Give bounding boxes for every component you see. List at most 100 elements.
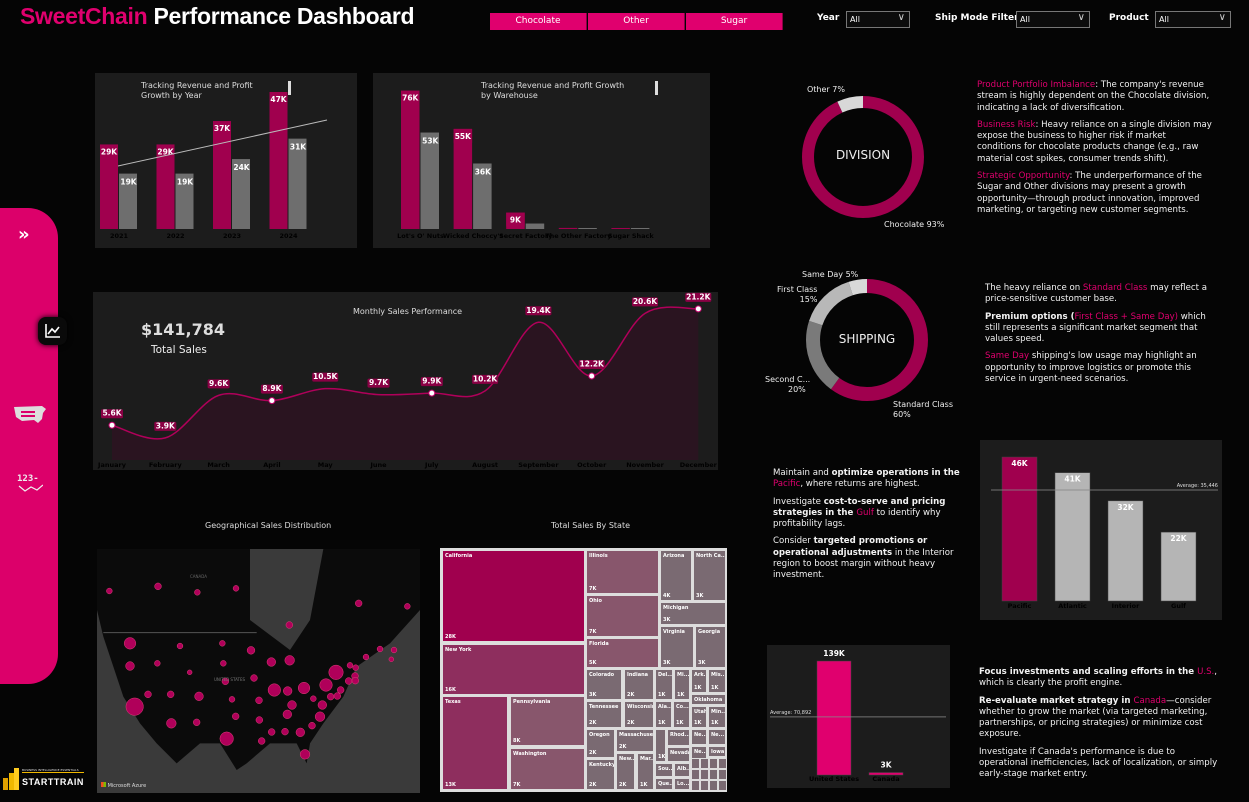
shipping-donut-label: SHIPPING [838,332,896,346]
treemap-tile[interactable]: Mar... 1K [637,753,654,790]
sales-bubble [187,669,193,675]
sidebar: » 123- [0,208,58,684]
sales-map[interactable]: CANADA UNITED STATES Microsoft Azure [97,549,420,793]
treemap-tile[interactable]: Que... [655,778,673,790]
ship-mode-filter-dropdown[interactable]: All ∨ [1016,11,1090,28]
treemap-tile[interactable]: Sou... [655,763,673,777]
treemap-tile-small[interactable] [700,758,709,769]
treemap-tile[interactable]: Michigan 3K [660,602,726,625]
treemap-tile[interactable]: Ne... [708,729,726,745]
treemap-tile[interactable]: Del... 1K [655,669,673,700]
treemap-tile[interactable]: 1K [655,729,666,762]
treemap-tile[interactable]: Pennsylvania 8K [510,696,585,746]
first-class-name: First Class [777,285,818,294]
treemap-tile[interactable]: Lo... [674,778,690,790]
product-filter-dropdown[interactable]: All ∨ [1155,11,1231,28]
treemap-tile[interactable]: Georgia 3K [695,626,726,668]
treemap-tile[interactable]: Alb... [674,763,690,777]
month-axis-label: March [207,461,230,469]
monthly-point [588,372,596,380]
treemap-tile[interactable]: Virginia 3K [660,626,694,668]
sales-bubble [345,677,353,685]
slicer-other[interactable]: Other [588,13,685,30]
treemap-tile[interactable]: Ark... 1K [691,669,707,693]
slicer-chocolate[interactable]: Chocolate [490,13,587,30]
warehouse-chart-slider-handle[interactable] [655,81,658,95]
treemap-tile-small[interactable] [700,769,709,780]
treemap-tile[interactable]: Kentucky 2K [586,759,615,790]
treemap-tile-small[interactable] [691,769,700,780]
treemap-tile[interactable]: Utah 1K [691,706,707,728]
treemap-tile[interactable]: Ala... 1K [655,701,672,728]
year-filter-dropdown[interactable]: All ∨ [846,11,910,28]
state-value: 2K [627,720,635,726]
insight-text: : The underperformance of the Sugar and … [977,171,1202,215]
treemap-tile-small[interactable] [718,769,727,780]
treemap-tile[interactable]: California 28K [442,550,585,642]
year-chart-slider-handle[interactable] [288,81,291,95]
title-rest: Performance Dashboard [147,3,415,29]
country-bar [816,660,852,776]
month-axis-label: May [318,461,334,469]
treemap-tile[interactable]: New... 2K [616,753,635,790]
insight-text: shipping's low usage may highlight an op… [985,351,1197,385]
treemap-tile[interactable]: Colorado 3K [586,669,622,700]
us-map-icon[interactable] [12,403,48,429]
month-axis-label: December [680,461,718,469]
data-label-bg [213,121,231,136]
treemap-tile-small[interactable] [691,780,700,791]
year-bar-revenue [156,144,175,229]
treemap-tile-small[interactable] [700,780,709,791]
treemap-tile[interactable]: Washington 7K [510,748,585,790]
treemap-tile[interactable]: Arizona 4K [660,550,692,601]
sales-bubble [219,640,226,647]
treemap-tile[interactable]: Rhod... [667,729,690,746]
year-profit-label: 19K [120,178,137,187]
state-value: 7K [513,782,521,788]
treemap-tile[interactable]: Co... 1K [673,701,690,728]
treemap-tile[interactable]: Oklahoma [691,694,726,705]
month-axis-label: November [626,461,664,469]
slicer-sugar[interactable]: Sugar [686,13,783,30]
treemap-tile[interactable]: Mi... 1K [674,669,690,700]
treemap-tile[interactable]: Oregon 2K [586,729,615,758]
treemap-tile[interactable]: Indiana 2K [624,669,654,700]
treemap-tile-small[interactable] [709,769,718,780]
treemap-tile[interactable]: Massachuse... 2K [616,729,654,752]
data-label-bg [401,90,420,105]
chevron-double-right-icon[interactable]: » [18,224,30,245]
insight-text: to identify why profitability lags. [773,507,941,530]
treemap-tile-small[interactable] [718,780,727,791]
year-axis-label: 2022 [166,232,184,240]
treemap-tile[interactable]: North Ca... 3K [693,550,726,601]
treemap-tile[interactable]: Nevada [667,747,690,762]
treemap-tile-small[interactable] [718,758,727,769]
insight-text: : Heavy reliance on a single division ma… [977,119,1212,164]
sales-bubble [221,677,229,685]
treemap-tile[interactable]: Ohio 7K [586,595,659,637]
treemap-tile[interactable]: Illinois 7K [586,550,659,594]
country-insights: Focus investments and scaling efforts in… [979,667,1219,787]
treemap-tile-small[interactable] [709,758,718,769]
treemap-tile[interactable]: Iowa [708,746,726,757]
sales-bubble [346,662,354,669]
month-axis-label: August [472,461,498,469]
treemap-tile-small[interactable] [691,758,700,769]
treemap-tile[interactable]: Florida 5K [586,638,659,668]
insight-text: First Class + Same Day) [1074,311,1179,322]
line-chart-icon[interactable] [38,317,67,345]
numbers-trend-icon[interactable]: 123- [17,474,43,492]
treemap-tile[interactable]: Mis... 1K [708,669,726,693]
treemap-tile[interactable]: New York 16K [442,644,585,695]
treemap-tile-small[interactable] [709,780,718,791]
state-name: Co... [676,704,689,710]
treemap-tile[interactable]: Ne... [691,729,707,745]
treemap-tile[interactable]: Tennessee 2K [586,701,622,728]
treemap-tile[interactable]: Wisconsin 2K [624,701,654,728]
title-accent: SweetChain [20,3,148,29]
state-value: 1K [711,720,719,726]
treemap-tile[interactable]: Texas 13K [442,696,508,790]
treemap-tile[interactable]: Min... 1K [708,706,726,728]
year-filter-value: All [850,15,860,24]
insight-text: Business Risk [977,119,1036,130]
